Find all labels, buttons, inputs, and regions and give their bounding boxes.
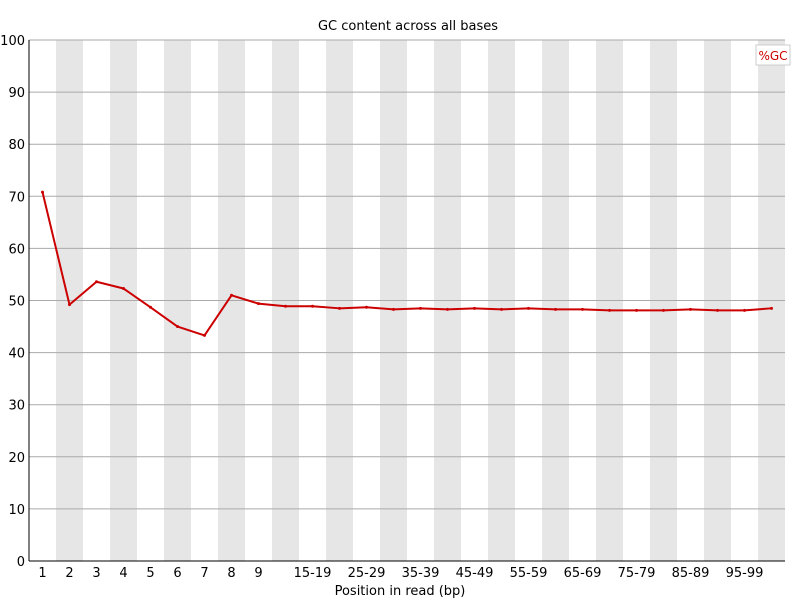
- x-tick-label: 2: [65, 566, 73, 581]
- data-point: [770, 306, 773, 310]
- data-point: [284, 304, 287, 308]
- x-tick-label: 35-39: [402, 566, 440, 581]
- x-axis-ticks: 1 2 3 4 5 6 7 8 9 15-19 25-29 35-39 45-49 55-59 65-69 7…: [38, 566, 763, 581]
- chart-title: GC content across all bases: [318, 19, 498, 34]
- axes: [28, 40, 785, 562]
- data-point: [41, 190, 44, 194]
- data-point: [419, 306, 422, 310]
- x-tick-label: 8: [227, 566, 235, 581]
- data-point: [473, 306, 476, 310]
- x-tick-label: 55-59: [510, 566, 548, 581]
- data-point: [338, 306, 341, 310]
- y-tick-label: 100: [0, 34, 25, 49]
- x-axis-label: Position in read (bp): [335, 584, 466, 599]
- data-point: [176, 325, 179, 329]
- x-tick-label: 4: [119, 566, 127, 581]
- x-tick-label: 65-69: [564, 566, 602, 581]
- data-point: [716, 308, 719, 312]
- series-lines: [41, 191, 772, 337]
- y-tick-label: 50: [8, 295, 25, 310]
- data-point: [662, 308, 665, 312]
- x-tick-label: 5: [146, 566, 154, 581]
- data-point: [500, 307, 503, 311]
- y-tick-label: 60: [8, 242, 25, 257]
- x-tick-label: 75-79: [618, 566, 656, 581]
- data-point: [257, 302, 260, 306]
- y-tick-label: 0: [17, 555, 25, 570]
- data-point: [122, 287, 125, 291]
- data-point: [608, 308, 611, 312]
- data-point: [392, 307, 395, 311]
- x-tick-label: 85-89: [672, 566, 710, 581]
- data-point: [554, 307, 557, 311]
- x-tick-label: 95-99: [726, 566, 764, 581]
- data-point: [203, 333, 206, 337]
- x-tick-label: 6: [173, 566, 181, 581]
- y-tick-label: 30: [8, 399, 25, 414]
- x-tick-label: 15-19: [294, 566, 332, 581]
- x-tick-label: 7: [200, 566, 208, 581]
- data-points: [41, 190, 773, 337]
- legend-label: %GC: [758, 49, 787, 63]
- data-point: [95, 280, 98, 284]
- data-point: [230, 293, 233, 297]
- legend: %GC: [755, 44, 791, 66]
- y-axis-ticks: 0 10 20 30 40 50 60 70 80 90 100: [0, 34, 25, 570]
- data-point: [689, 307, 692, 311]
- data-point: [635, 308, 638, 312]
- x-tick-label: 25-29: [348, 566, 386, 581]
- x-tick-label: 9: [254, 566, 262, 581]
- data-point: [311, 304, 314, 308]
- y-tick-label: 70: [8, 190, 25, 205]
- x-tick-label: 1: [38, 566, 46, 581]
- data-point: [446, 307, 449, 311]
- series-line-gc: [41, 191, 772, 337]
- y-tick-label: 90: [8, 86, 25, 101]
- y-tick-label: 10: [8, 503, 25, 518]
- x-tick-label: 3: [92, 566, 100, 581]
- data-point: [365, 305, 368, 309]
- y-tick-label: 20: [8, 451, 25, 466]
- data-point: [149, 305, 152, 309]
- data-point: [527, 306, 530, 310]
- y-tick-label: 80: [8, 138, 25, 153]
- legend-box: [755, 44, 791, 66]
- data-point: [743, 308, 746, 312]
- y-tick-label: 40: [8, 347, 25, 362]
- data-point: [68, 303, 71, 307]
- data-point: [581, 307, 584, 311]
- x-tick-label: 45-49: [456, 566, 494, 581]
